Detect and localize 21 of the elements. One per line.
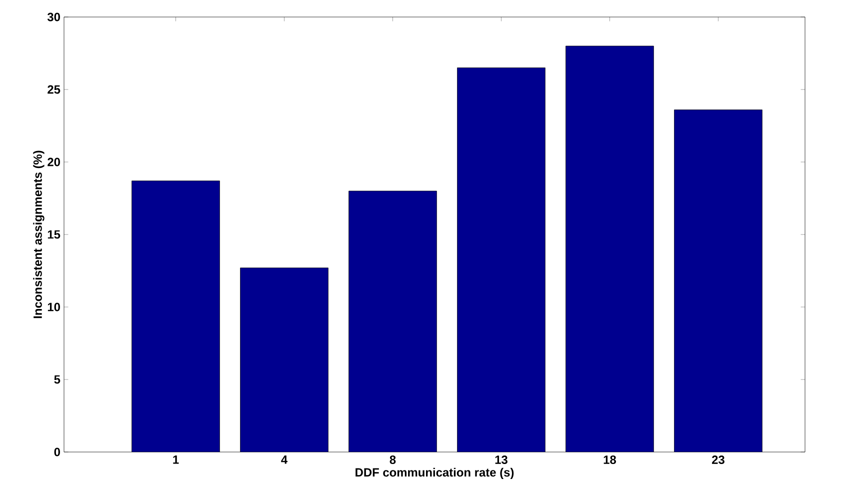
x-tick-label: 13 [495,456,508,464]
y-tick-label: 0 [54,448,60,456]
y-tick-label: 20 [48,158,60,166]
bar [348,191,437,452]
x-tick-label: 1 [173,456,179,464]
x-tick-label: 8 [390,456,396,464]
y-tick-label: 25 [48,85,60,94]
y-axis-title: Inconsistent assignments (%) [33,150,44,318]
y-tick-label: 15 [48,230,60,239]
y-tick-label: 10 [48,302,60,312]
bar [674,110,762,452]
x-axis-title: DDF communication rate (s) [356,468,514,479]
x-tick-label: 23 [712,456,724,464]
bar [457,68,546,452]
bar [132,180,220,452]
bar [566,46,654,452]
y-tick-label: 30 [47,12,60,22]
x-tick-label: 4 [281,456,288,464]
x-tick-label: 18 [604,456,616,464]
y-tick-label: 5 [54,375,60,384]
bar [240,268,328,452]
